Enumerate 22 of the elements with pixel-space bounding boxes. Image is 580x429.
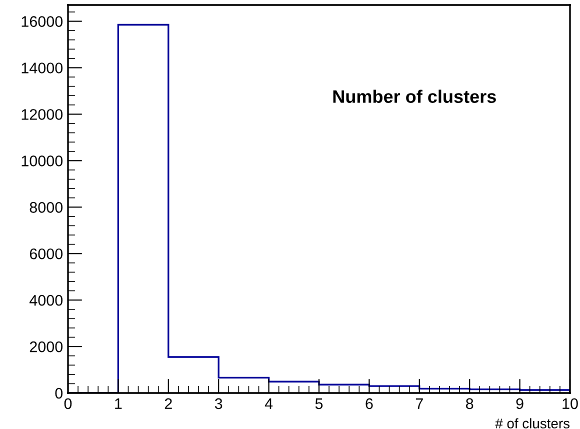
- y-tick-label: 12000: [22, 109, 63, 120]
- y-tick-label: 4000: [30, 294, 63, 306]
- x-tick-label: 4: [264, 398, 273, 409]
- y-tick-label: 6000: [30, 248, 63, 260]
- x-tick-label: 1: [115, 398, 122, 409]
- x-tick-label: 8: [466, 398, 474, 410]
- y-tick-label: 8000: [30, 202, 63, 213]
- x-tick-label: 2: [164, 398, 172, 409]
- x-tick-label: 10: [562, 398, 578, 410]
- x-tick-label: 7: [416, 398, 423, 409]
- y-tick-label: 0: [55, 388, 63, 399]
- x-tick-label: 6: [366, 398, 373, 410]
- y-tick-label: 16000: [22, 16, 63, 27]
- x-tick-label: 3: [214, 398, 222, 410]
- x-axis-title: # of clusters: [495, 418, 570, 428]
- y-tick-label: 10000: [22, 156, 63, 166]
- y-tick-label: 2000: [30, 341, 63, 352]
- text: Number of clusters: [333, 90, 496, 103]
- y-tick-label: 14000: [22, 62, 63, 74]
- x-tick-label: 0: [64, 398, 72, 410]
- x-tick-label: 5: [315, 398, 323, 410]
- x-tick-label: 9: [516, 398, 524, 410]
